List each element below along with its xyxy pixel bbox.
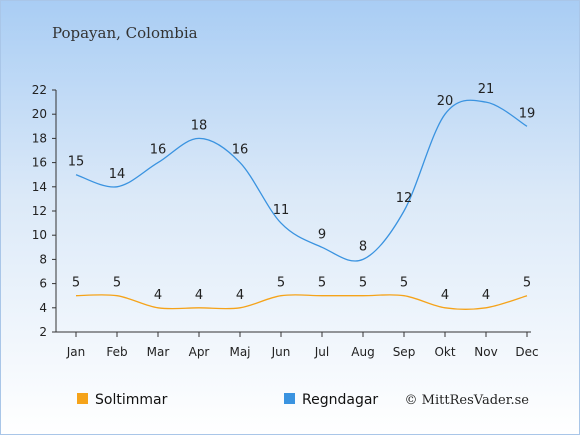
y-tick-label: 8 — [39, 252, 47, 266]
series-layer — [75, 99, 528, 310]
regndagar-data-label: 19 — [519, 106, 536, 121]
soltimmar-data-label: 5 — [113, 276, 121, 291]
y-tick-label: 4 — [39, 301, 47, 315]
regndagar-data-label: 8 — [359, 239, 367, 254]
x-tick-label: Jun — [271, 345, 291, 359]
soltimmar-data-label: 4 — [195, 288, 203, 303]
y-tick-label: 14 — [32, 180, 47, 194]
y-tick-label: 22 — [32, 83, 47, 97]
y-tick-label: 12 — [32, 204, 47, 218]
soltimmar-data-label: 4 — [482, 288, 490, 303]
y-tick-label: 16 — [32, 156, 47, 170]
x-tick-label: Apr — [189, 345, 210, 359]
regndagar-data-label: 14 — [109, 167, 126, 182]
y-tick-label: 10 — [32, 228, 47, 242]
soltimmar-data-label: 4 — [441, 288, 449, 303]
regndagar-data-label: 15 — [68, 155, 85, 170]
soltimmar-line — [75, 294, 528, 310]
regndagar-legend-swatch — [284, 393, 295, 404]
x-tick-label: Mar — [147, 345, 170, 359]
x-tick-label: Okt — [434, 345, 455, 359]
data-labels: 5 5 4 4 4 5 5 5 5 4 4 5 15 14 16 18 16 11 9 8 12 20 21 19 — [68, 82, 536, 303]
y-tick-label: 20 — [32, 107, 47, 121]
soltimmar-data-label: 5 — [72, 276, 80, 291]
credit-text: © MittResVader.se — [405, 393, 530, 408]
x-tick-label: Jul — [314, 345, 329, 359]
regndagar-data-label: 21 — [478, 82, 495, 97]
legend: Soltimmar Regndagar — [77, 392, 378, 408]
regndagar-data-label: 18 — [191, 118, 208, 133]
regndagar-data-label: 9 — [318, 227, 326, 242]
soltimmar-data-label: 5 — [277, 276, 285, 291]
soltimmar-data-label: 5 — [400, 276, 408, 291]
soltimmar-data-label: 5 — [359, 276, 367, 291]
soltimmar-data-label: 5 — [318, 276, 326, 291]
x-tick-label: Aug — [351, 345, 374, 359]
y-tick-label: 6 — [39, 277, 47, 291]
soltimmar-data-label: 4 — [236, 288, 244, 303]
regndagar-data-label: 11 — [273, 203, 290, 218]
soltimmar-data-label: 4 — [154, 288, 162, 303]
regndagar-data-label: 16 — [232, 143, 249, 158]
x-tick-label: Maj — [229, 345, 250, 359]
chart-title: Popayan, Colombia — [52, 24, 198, 42]
x-tick-label: Jan — [66, 345, 86, 359]
x-tick-label: Nov — [474, 345, 497, 359]
y-tick-label: 18 — [32, 131, 47, 145]
axes: 2 4 6 8 10 12 14 16 18 20 22 Jan Feb Mar Apr Maj Jun Jul A… — [32, 83, 539, 359]
regndagar-data-label: 16 — [150, 143, 167, 158]
regndagar-data-label: 20 — [437, 94, 454, 109]
soltimmar-legend-label: Soltimmar — [95, 392, 168, 408]
y-tick-label: 2 — [39, 325, 47, 339]
soltimmar-data-label: 5 — [523, 276, 531, 291]
regndagar-data-label: 12 — [396, 191, 413, 206]
soltimmar-legend-swatch — [77, 393, 88, 404]
x-tick-label: Dec — [515, 345, 538, 359]
x-tick-label: Feb — [106, 345, 127, 359]
regndagar-legend-label: Regndagar — [302, 392, 378, 408]
regndagar-line — [75, 99, 528, 262]
x-tick-label: Sep — [393, 345, 416, 359]
